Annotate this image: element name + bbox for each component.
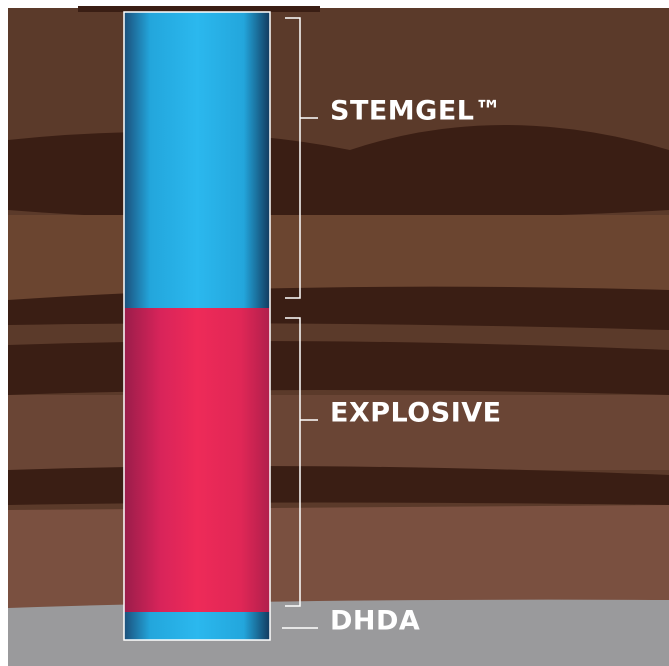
label: EXPLOSIVE	[330, 398, 502, 429]
dhda-fill	[124, 612, 270, 640]
bracket	[285, 17, 318, 299]
bracket	[285, 317, 318, 607]
explosive-fill	[124, 308, 270, 612]
label: DHDA	[330, 606, 420, 637]
label: STEMGEL™	[330, 96, 502, 127]
stemgel-fill	[124, 12, 270, 308]
borehole	[123, 11, 271, 641]
